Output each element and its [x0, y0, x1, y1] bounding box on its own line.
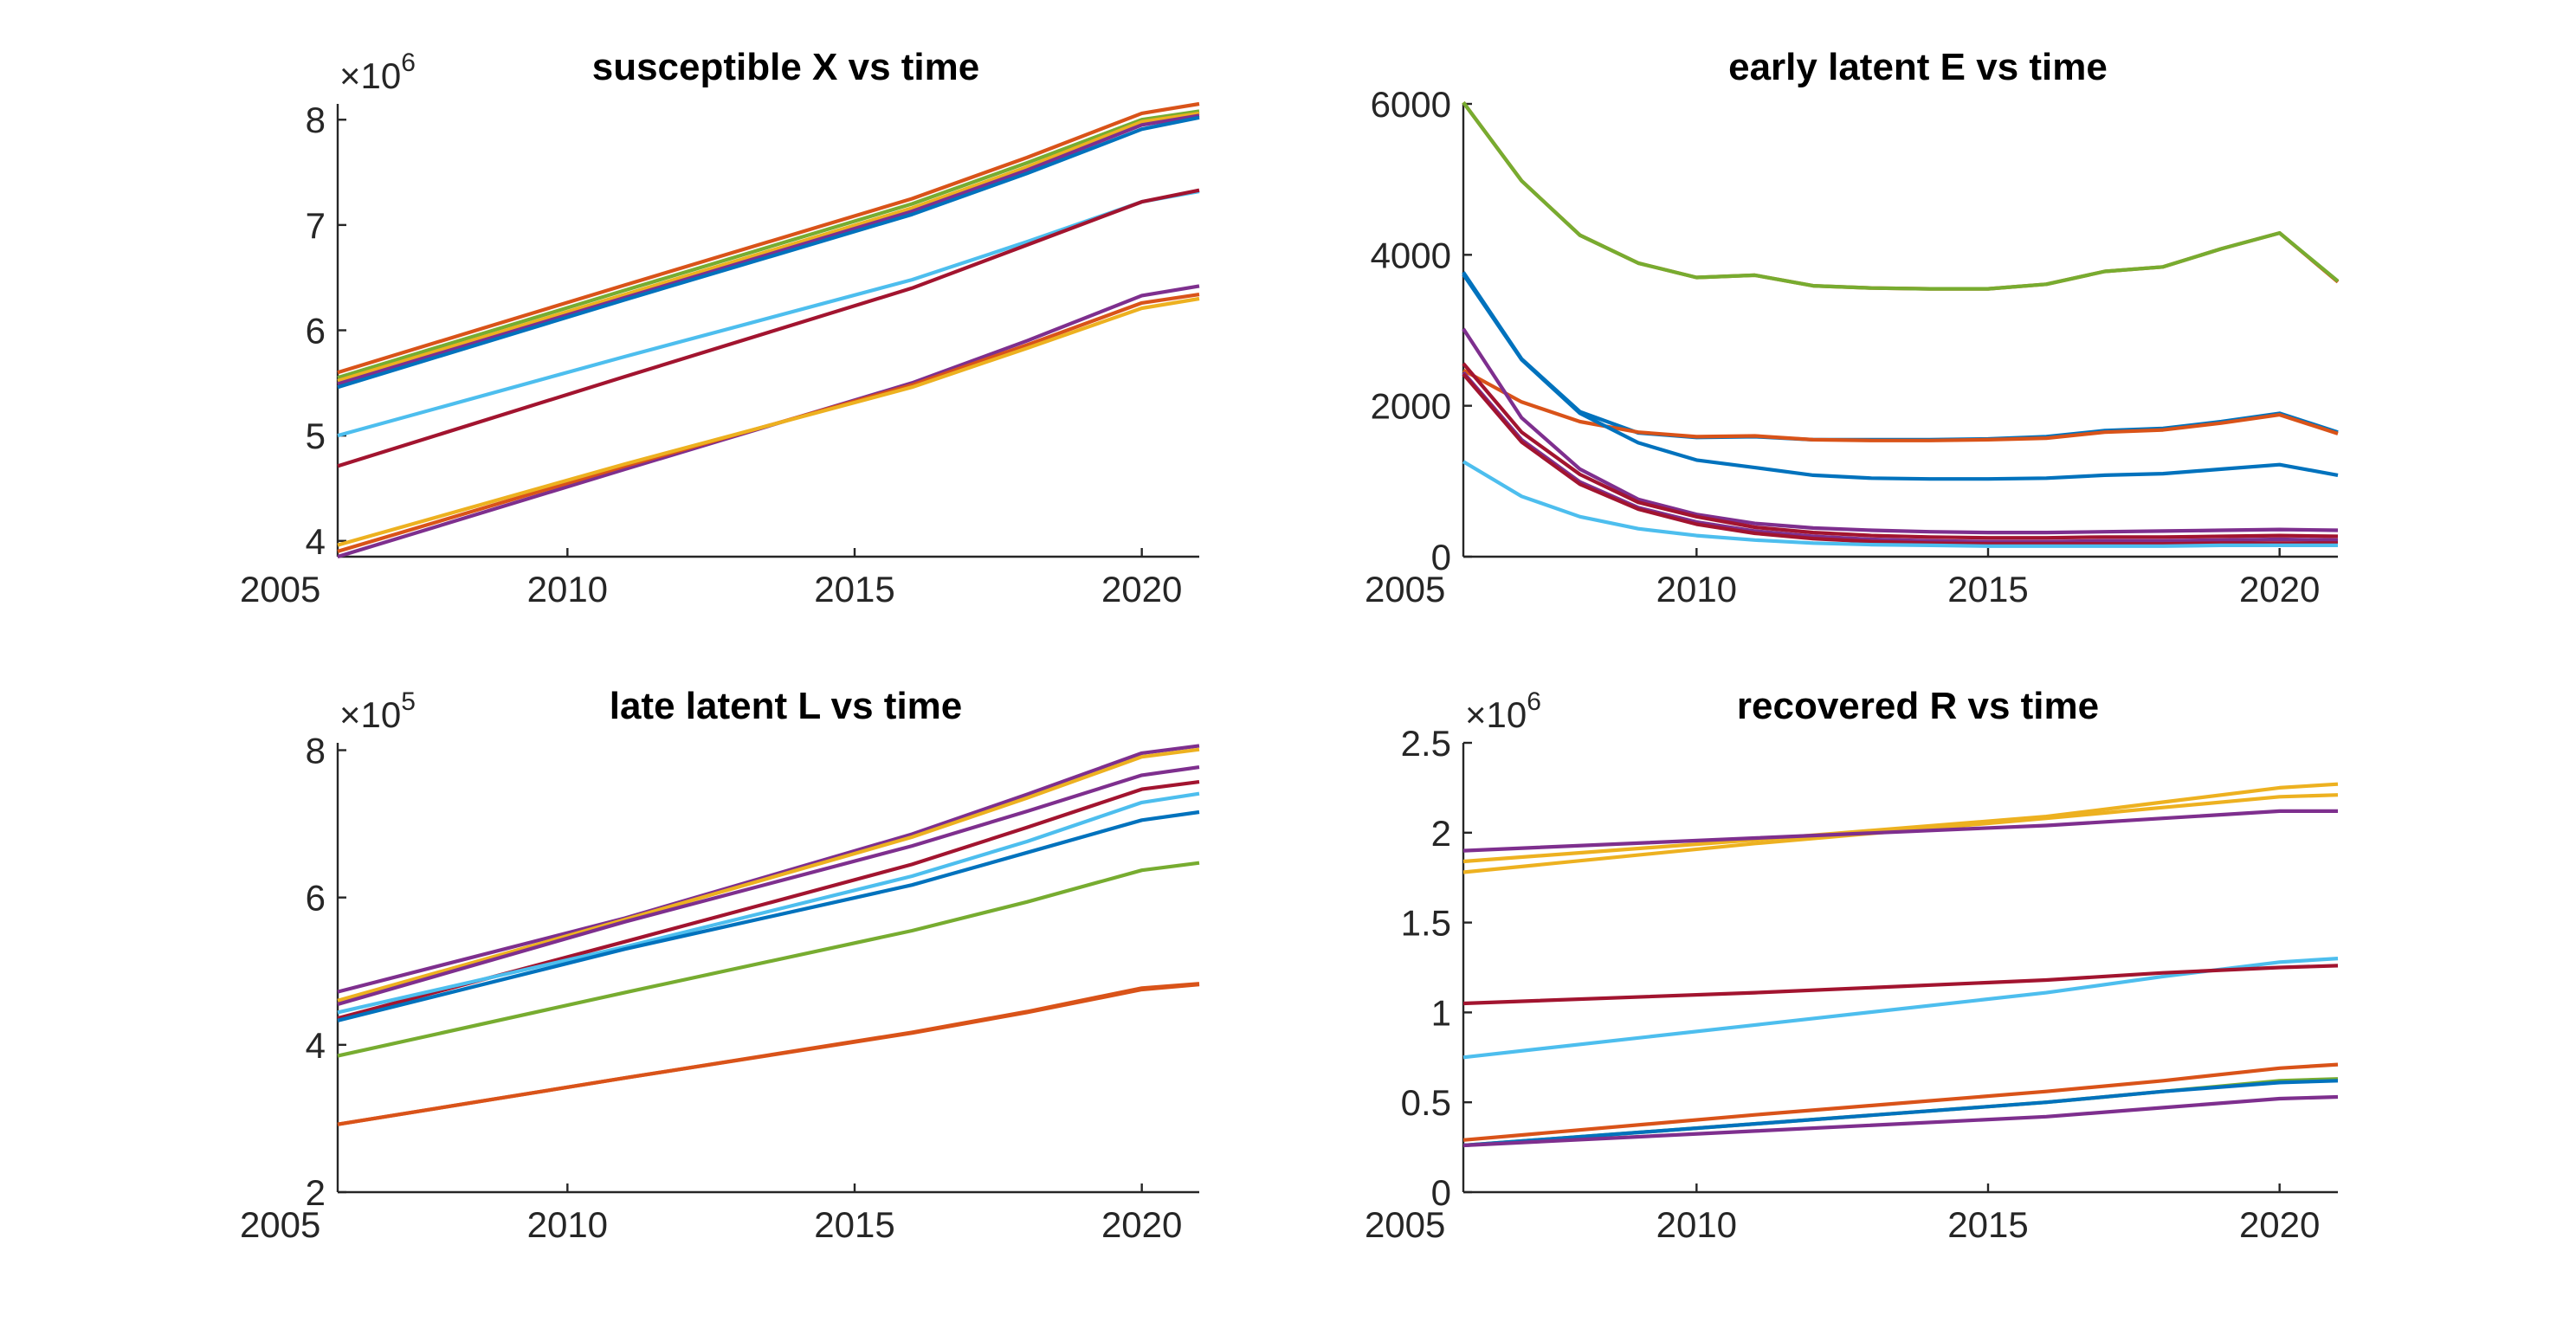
y-tick-label: 8 [306, 731, 326, 771]
y-tick-label: 6 [306, 311, 326, 351]
x-tick-label: 2015 [814, 569, 894, 609]
series-line-1 [337, 744, 1200, 994]
x-tick-label: 2005 [240, 569, 320, 609]
series-line-5 [337, 791, 1200, 1015]
y-tick-label: 0.5 [1401, 1082, 1451, 1123]
series-line-6 [1462, 1062, 2339, 1142]
x-tick-label: 2010 [527, 569, 608, 609]
x-tick-label: 2020 [1101, 569, 1182, 609]
y-tick-label: 2.5 [1401, 723, 1451, 764]
y-tick-label: 5 [306, 416, 326, 456]
x-tick-label: 2015 [1947, 1204, 2028, 1245]
series-line-9 [1462, 372, 2338, 546]
y-tick-label: 0 [1431, 1172, 1451, 1213]
series-line-1 [337, 101, 1200, 375]
y-tick-label: 6 [306, 878, 326, 919]
series-line-8 [1462, 371, 2339, 544]
series-line-9 [337, 293, 1200, 553]
y-tick-label: 0 [1431, 537, 1451, 577]
series-line-6 [337, 809, 1200, 1022]
series-line-2 [337, 747, 1200, 1003]
series-line-9 [337, 983, 1200, 1126]
x-tick-label: 2015 [814, 1204, 894, 1245]
x-tick-label: 2020 [1101, 1204, 1182, 1245]
series-line-8 [337, 284, 1200, 559]
panel-title: late latent L vs time [610, 685, 963, 727]
y-tick-label: 7 [306, 205, 326, 246]
panel-early-latent-e: 2005 2010 2015 2020 0 2000 4000 6000 early laten… [1365, 46, 2340, 609]
exponent-power: 6 [401, 48, 416, 77]
y-tick-label: 4 [306, 1025, 326, 1066]
x-tick-label: 2010 [1656, 569, 1737, 609]
panel-late-latent-l: 2005 2010 2015 2020 2 4 6 8 ×105 late latent L vs… [240, 685, 1200, 1245]
series-line-3 [337, 765, 1200, 1007]
exponent-base: ×10 [1465, 694, 1527, 735]
series-line-5 [1462, 964, 2339, 1006]
series-line-3 [337, 111, 1200, 383]
axis-exponent-label: ×106 [1465, 687, 1541, 735]
y-tick-label: 2 [306, 1172, 326, 1213]
exponent-power: 6 [1527, 687, 1541, 716]
panel-recovered-r: 2005 2010 2015 2020 0 0.5 1 1.5 2 2.5 ×106 recovere… [1365, 685, 2339, 1245]
x-tick-label: 2010 [1656, 1204, 1737, 1245]
series-line-6 [1462, 327, 2339, 535]
axis-exponent-label: ×105 [339, 687, 416, 735]
series-line-7 [337, 861, 1200, 1058]
series-line-4 [1462, 957, 2339, 1060]
series-line-10 [337, 296, 1200, 547]
y-tick-label: 4000 [1371, 235, 1451, 275]
y-tick-label: 4 [306, 521, 326, 562]
series-line-3 [1462, 271, 2339, 442]
exponent-base: ×10 [339, 55, 401, 96]
series-line-4 [337, 780, 1200, 1021]
panel-title: susceptible X vs time [592, 46, 980, 88]
series-line-8 [1462, 1079, 2339, 1148]
series-line-2 [1462, 101, 2340, 291]
y-tick-label: 2 [1431, 813, 1451, 854]
series-line-7 [1462, 362, 2339, 540]
x-tick-label: 2005 [240, 1204, 320, 1245]
series-line-4 [337, 113, 1200, 386]
x-tick-label: 2020 [2239, 1204, 2320, 1245]
axis-exponent-label: ×106 [339, 48, 416, 96]
series-line-2 [1462, 793, 2339, 874]
x-tick-label: 2010 [527, 1204, 608, 1245]
y-tick-label: 8 [306, 100, 326, 140]
series-line-9 [1462, 1094, 2339, 1148]
exponent-power: 5 [401, 687, 416, 716]
x-tick-label: 2020 [2239, 569, 2320, 609]
panel-title: recovered R vs time [1737, 685, 2099, 727]
y-tick-label: 2000 [1371, 386, 1451, 427]
y-tick-label: 6000 [1371, 84, 1451, 125]
series-line-5 [337, 115, 1200, 390]
series-line-1 [1462, 782, 2339, 864]
panel-title: early latent E vs time [1728, 46, 2108, 88]
series-line-2 [337, 109, 1200, 380]
series-line-10 [1462, 460, 2338, 548]
series-line-4 [1462, 368, 2339, 442]
series-line-7 [337, 188, 1200, 468]
series-line-1 [1462, 101, 2340, 291]
series-line-3 [1462, 809, 2338, 853]
y-tick-label: 1 [1431, 992, 1451, 1033]
x-tick-label: 2015 [1947, 569, 2028, 609]
x-tick-label: 2005 [1365, 569, 1445, 609]
series-line-5 [1462, 273, 2339, 481]
x-tick-label: 2005 [1365, 1204, 1445, 1245]
y-tick-label: 1.5 [1401, 903, 1451, 944]
exponent-base: ×10 [339, 694, 401, 735]
